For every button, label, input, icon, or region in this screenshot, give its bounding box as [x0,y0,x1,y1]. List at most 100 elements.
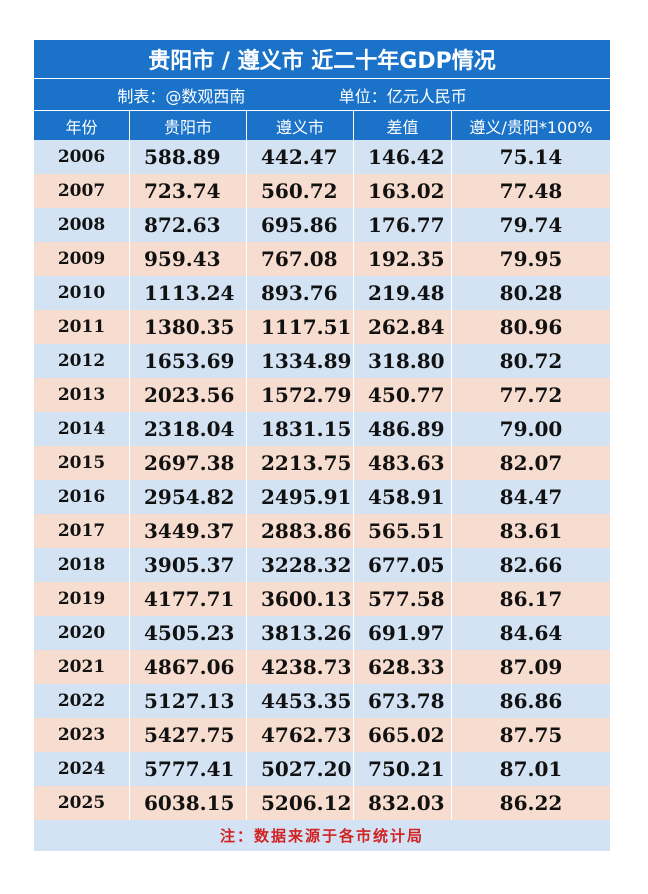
table-cell: 628.33 [354,650,452,684]
table-cell: 2024 [34,752,130,786]
table-cell: 77.72 [499,383,563,407]
table-cell: 2006 [34,140,130,174]
table-title: 贵阳市 / 遵义市 近二十年GDP情况 [34,40,610,79]
table-cell: 1831.15 [247,412,354,446]
table-row: 2017 3449.37 2883.86 565.51 83.61 [34,514,610,548]
table-cell: 2318.04 [130,412,247,446]
table-row: 2023 5427.75 4762.73 665.02 87.75 [34,718,610,752]
table-cell: 80.96 [499,315,563,339]
table-cell: 75.14 [499,145,563,169]
table-cell: 4238.73 [247,650,354,684]
table-row: 2016 2954.82 2495.91 458.91 84.47 [34,480,610,514]
table-row: 2010 1113.24 893.76 219.48 80.28 [34,276,610,310]
table-cell: 2011 [34,310,130,344]
column-header: 贵阳市 [130,111,247,140]
table-cell: 163.02 [354,174,452,208]
table-cell: 665.02 [354,718,452,752]
table-cell: 82.66 [499,553,563,577]
table-cell: 2018 [34,548,130,582]
table-cell: 6038.15 [130,786,247,820]
table-cell: 2025 [34,786,130,820]
table-cell: 588.89 [130,140,247,174]
table-row: 2019 4177.71 3600.13 577.58 86.17 [34,582,610,616]
gdp-table: 贵阳市 / 遵义市 近二十年GDP情况 制表：@数观西南 单位：亿元人民币 年份… [34,40,610,851]
table-cell: 84.47 [499,485,563,509]
table-cell: 86.17 [499,587,563,611]
table-cell: 2019 [34,582,130,616]
table-cell: 80.28 [499,281,563,305]
table-cell: 176.77 [354,208,452,242]
table-cell: 87.01 [499,757,563,781]
table-cell: 3905.37 [130,548,247,582]
table-row: 2007 723.74 560.72 163.02 77.48 [34,174,610,208]
table-cell: 2010 [34,276,130,310]
table-cell: 893.76 [247,276,354,310]
table-cell: 3813.26 [247,616,354,650]
table-cell: 2016 [34,480,130,514]
table-cell: 4453.35 [247,684,354,718]
table-cell: 2023.56 [130,378,247,412]
table-row: 2024 5777.41 5027.20 750.21 87.01 [34,752,610,786]
table-cell: 87.09 [499,655,563,679]
table-row: 2018 3905.37 3228.32 677.05 82.66 [34,548,610,582]
table-cell: 2954.82 [130,480,247,514]
table-cell: 577.58 [354,582,452,616]
table-cell: 84.64 [499,621,563,645]
table-row: 2009 959.43 767.08 192.35 79.95 [34,242,610,276]
table-cell: 832.03 [354,786,452,820]
column-header: 遵义/贵阳*100% [469,117,593,137]
table-row: 2021 4867.06 4238.73 628.33 87.09 [34,650,610,684]
table-cell: 2009 [34,242,130,276]
table-subtitle: 制表：@数观西南 单位：亿元人民币 [34,79,610,111]
table-cell: 5427.75 [130,718,247,752]
table-row: 2025 6038.15 5206.12 832.03 86.22 [34,786,610,820]
table-cell: 79.95 [499,247,563,271]
table-cell: 1113.24 [130,276,247,310]
table-cell: 318.80 [354,344,452,378]
table-cell: 79.00 [499,417,563,441]
header-row: 年份 贵阳市 遵义市 差值 遵义/贵阳*100% [34,111,610,140]
table-cell: 79.74 [499,213,563,237]
table-cell: 1572.79 [247,378,354,412]
table-cell: 1653.69 [130,344,247,378]
table-cell: 77.48 [499,179,563,203]
table-cell: 5127.13 [130,684,247,718]
column-header: 差值 [354,111,452,140]
table-cell: 4177.71 [130,582,247,616]
table-cell: 691.97 [354,616,452,650]
table-maker: 制表：@数观西南 [117,86,246,106]
table-cell: 2014 [34,412,130,446]
table-cell: 2015 [34,446,130,480]
table-row: 2014 2318.04 1831.15 486.89 79.00 [34,412,610,446]
table-cell: 2007 [34,174,130,208]
table-cell: 2023 [34,718,130,752]
table-cell: 1334.89 [247,344,354,378]
table-cell: 4762.73 [247,718,354,752]
table-cell: 450.77 [354,378,452,412]
table-cell: 2213.75 [247,446,354,480]
table-cell: 192.35 [354,242,452,276]
table-body: 2006 588.89 442.47 146.42 75.14 2007 723.74 560… [34,140,610,820]
table-cell: 3600.13 [247,582,354,616]
table-cell: 2022 [34,684,130,718]
table-cell: 2013 [34,378,130,412]
table-cell: 2883.86 [247,514,354,548]
table-cell: 219.48 [354,276,452,310]
table-row: 2020 4505.23 3813.26 691.97 84.64 [34,616,610,650]
table-unit: 单位：亿元人民币 [338,86,467,106]
table-cell: 86.22 [499,791,563,815]
table-cell: 560.72 [247,174,354,208]
table-cell: 3228.32 [247,548,354,582]
table-cell: 5777.41 [130,752,247,786]
table-cell: 86.86 [499,689,563,713]
table-row: 2012 1653.69 1334.89 318.80 80.72 [34,344,610,378]
table-cell: 87.75 [499,723,563,747]
table-cell: 80.72 [499,349,563,373]
table-cell: 442.47 [247,140,354,174]
table-cell: 483.63 [354,446,452,480]
table-row: 2008 872.63 695.86 176.77 79.74 [34,208,610,242]
table-cell: 82.07 [499,451,563,475]
table-row: 2013 2023.56 1572.79 450.77 77.72 [34,378,610,412]
table-row: 2011 1380.35 1117.51 262.84 80.96 [34,310,610,344]
table-cell: 723.74 [130,174,247,208]
